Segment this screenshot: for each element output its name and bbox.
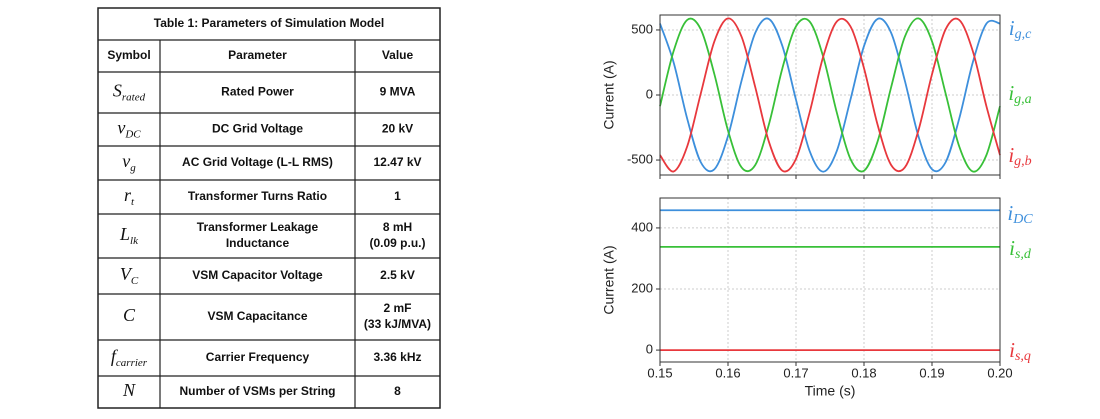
- math-symbol: rt: [124, 185, 135, 207]
- symbol-base: i: [1008, 81, 1014, 105]
- symbol-subscript: t: [131, 196, 135, 208]
- symbol-base: r: [124, 185, 132, 205]
- parameter-value: 1: [394, 189, 401, 203]
- symbol-base: v: [122, 151, 130, 171]
- parameter-value: 2.5 kV: [380, 268, 415, 282]
- parameter-name: Inductance: [226, 236, 290, 250]
- symbol-subscript: DC: [1012, 212, 1033, 227]
- y-tick-label: 0: [646, 86, 653, 101]
- symbol-base: i: [1009, 16, 1015, 40]
- column-header: Parameter: [228, 48, 287, 62]
- x-tick-label: 0.17: [783, 365, 808, 380]
- x-axis-label: Time (s): [805, 383, 856, 399]
- parameter-name: Transformer Turns Ratio: [188, 189, 327, 203]
- symbol-base: i: [1009, 338, 1015, 362]
- symbol-base: v: [117, 118, 125, 138]
- math-symbol: N: [122, 380, 136, 400]
- parameter-value: 3.36 kHz: [373, 350, 421, 364]
- y-axis-label: Current (A): [601, 60, 617, 129]
- parameter-value: (33 kJ/MVA): [364, 317, 431, 331]
- x-tick-label: 0.18: [851, 365, 876, 380]
- math-symbol: vDC: [117, 118, 141, 140]
- parameter-value: 12.47 kV: [373, 155, 421, 169]
- symbol-base: N: [122, 380, 136, 400]
- math-symbol: ig,a: [1008, 81, 1031, 107]
- symbol-base: L: [119, 224, 130, 244]
- parameter-name: Rated Power: [221, 85, 294, 99]
- math-symbol: is,d: [1009, 236, 1032, 262]
- math-symbol: VC: [120, 264, 139, 286]
- symbol-subscript: g,b: [1014, 154, 1032, 169]
- x-tick-label: 0.19: [919, 365, 944, 380]
- math-symbol: is,q: [1009, 338, 1031, 364]
- series-line: [659, 17, 1001, 173]
- symbol-subscript: C: [131, 275, 139, 287]
- math-symbol: C: [123, 305, 136, 325]
- line-chart: 0.15 0.16 0.17 0.18 0.19 0.200200400iDCis,dis…: [601, 197, 1033, 399]
- parameter-name: VSM Capacitor Voltage: [192, 268, 323, 282]
- parameter-value: (0.09 p.u.): [369, 236, 425, 250]
- math-symbol: ig,c: [1009, 16, 1032, 42]
- parameter-value: 9 MVA: [380, 85, 416, 99]
- symbol-subscript: DC: [124, 128, 141, 140]
- symbol-subscript: rated: [122, 91, 146, 103]
- symbol-base: i: [1008, 143, 1014, 167]
- parameter-name: Carrier Frequency: [206, 350, 310, 364]
- parameter-name: AC Grid Voltage (L-L RMS): [182, 155, 333, 169]
- symbol-subscript: s,q: [1015, 349, 1031, 364]
- symbol-base: i: [1007, 201, 1013, 225]
- symbol-base: f: [111, 346, 119, 366]
- math-symbol: ig,b: [1008, 143, 1031, 169]
- plot-frame: [659, 14, 1001, 176]
- symbol-subscript: g: [130, 162, 136, 174]
- x-tick-label: 0.20: [987, 365, 1012, 380]
- math-symbol: Srated: [113, 81, 146, 103]
- parameter-name: DC Grid Voltage: [212, 122, 303, 136]
- table-title: Table 1: Parameters of Simulation Model: [154, 16, 385, 30]
- symbol-base: i: [1009, 236, 1015, 260]
- symbol-subscript: s,d: [1015, 247, 1032, 262]
- plot-frame: [659, 197, 1001, 363]
- symbol-subscript: g,c: [1015, 27, 1033, 42]
- parameter-value: 2 mF: [383, 301, 411, 315]
- column-header: Value: [382, 48, 414, 62]
- parameter-name: Number of VSMs per String: [179, 384, 335, 398]
- plot-area: [660, 198, 1000, 362]
- x-tick-label: 0.16: [715, 365, 740, 380]
- math-symbol: fcarrier: [111, 346, 148, 368]
- symbol-subscript: lk: [130, 235, 139, 247]
- y-tick-label: 400: [631, 219, 653, 234]
- parameter-name: Transformer Leakage: [197, 220, 319, 234]
- math-symbol: vg: [122, 151, 136, 173]
- symbol-subscript: carrier: [116, 357, 148, 369]
- math-symbol: iDC: [1007, 201, 1033, 227]
- symbol-subscript: g,a: [1014, 92, 1032, 107]
- y-axis-label: Current (A): [601, 245, 617, 314]
- y-tick-label: 0: [646, 342, 653, 357]
- parameter-table: Table 1: Parameters of Simulation Model …: [97, 7, 441, 409]
- y-tick-label: 200: [631, 280, 653, 295]
- parameter-value: 20 kV: [382, 122, 413, 136]
- symbol-base: V: [120, 264, 133, 284]
- y-tick-label: -500: [627, 151, 653, 166]
- y-tick-label: 500: [631, 21, 653, 36]
- parameter-value: 8: [394, 384, 401, 398]
- series-line: [659, 17, 1001, 173]
- parameter-name: VSM Capacitance: [207, 309, 307, 323]
- parameter-value: 8 mH: [383, 220, 412, 234]
- column-header: Symbol: [107, 48, 150, 62]
- series-line: [659, 17, 1001, 173]
- math-symbol: Llk: [119, 224, 139, 246]
- table-border: [97, 7, 441, 409]
- symbol-base: C: [123, 305, 136, 325]
- x-tick-label: 0.15: [647, 365, 672, 380]
- symbol-base: S: [113, 81, 122, 101]
